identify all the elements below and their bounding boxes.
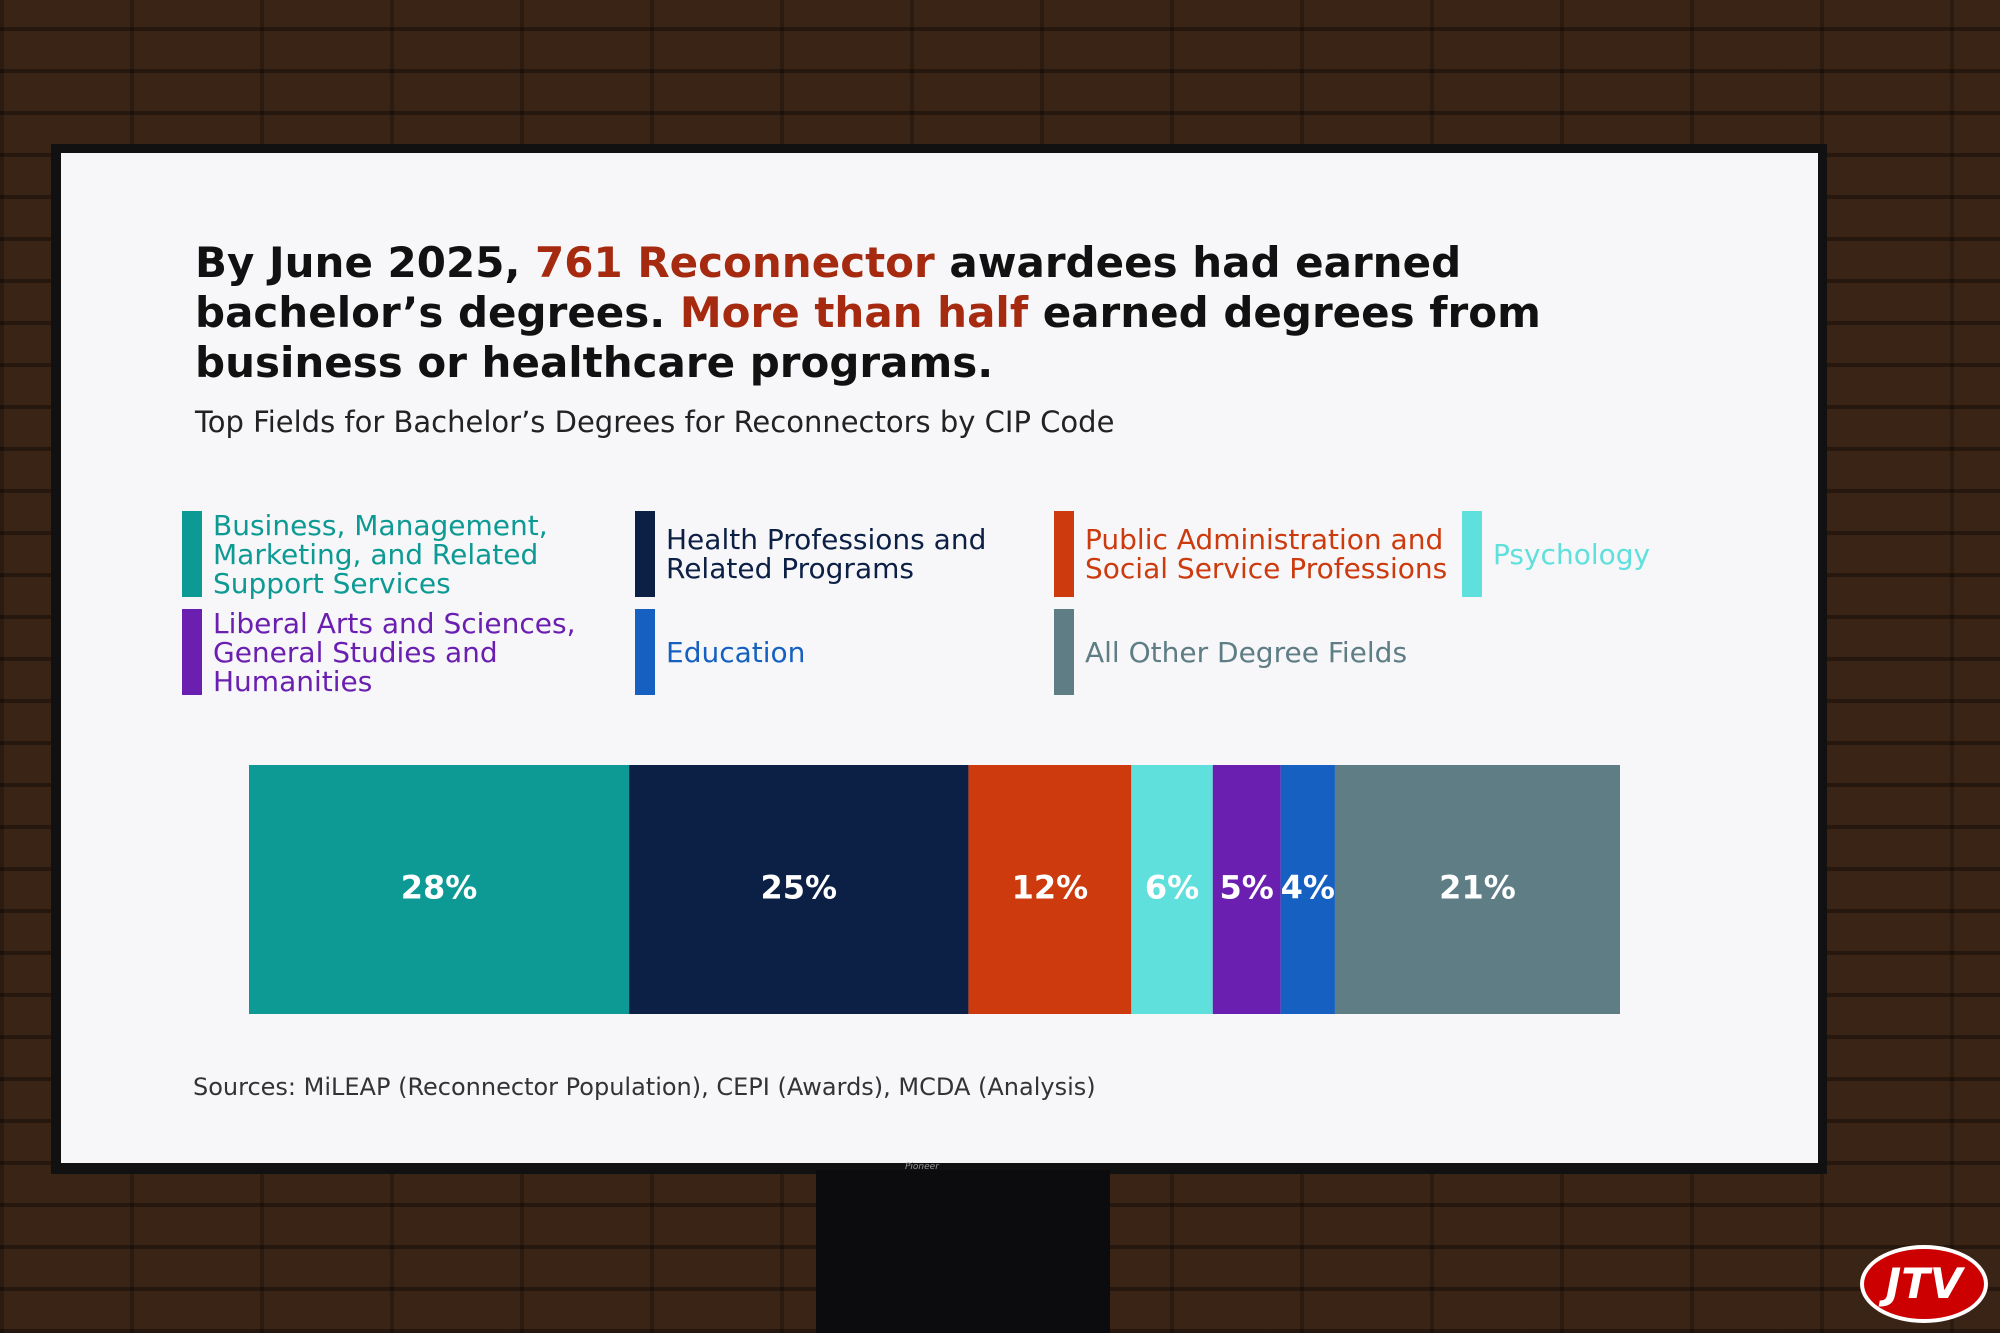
tv-stand: [816, 1170, 1110, 1333]
legend-label: All Other Degree Fields: [1085, 635, 1408, 669]
data-label: 21%: [1439, 869, 1516, 907]
legend-label: Liberal Arts and Sciences, General Studi…: [213, 606, 576, 698]
legend-swatch: [1054, 511, 1074, 597]
legend-swatch: [1054, 609, 1074, 695]
bar-segment: [968, 765, 1132, 1014]
bar-segment: [629, 765, 969, 1014]
legend-item: Business, Management, Marketing, and Rel…: [182, 505, 635, 603]
legend-item: Education: [635, 603, 1054, 701]
legend-swatch: [635, 511, 655, 597]
legend-swatch: [635, 609, 655, 695]
legend-item: Public Administration and Social Service…: [1054, 505, 1462, 603]
legend-swatch: [182, 609, 202, 695]
title-part: More than half: [679, 288, 1029, 337]
bar-segment: [249, 765, 630, 1014]
data-label: 12%: [1012, 869, 1089, 907]
title-part: awardees had earned bachelor’s degrees.: [195, 238, 1462, 337]
chart-title: By June 2025, 761 Reconnector awardees h…: [195, 238, 1685, 388]
bar-segment: [1212, 765, 1281, 1014]
title-part: earned degrees from business or healthca…: [195, 288, 1541, 387]
legend-swatch: [182, 511, 202, 597]
legend-label: Business, Management, Marketing, and Rel…: [213, 508, 548, 600]
legend-label: Public Administration and Social Service…: [1085, 523, 1448, 585]
bar-segment: [1280, 765, 1335, 1014]
legend-label: Psychology: [1493, 537, 1651, 571]
legend-label: Health Professions and Related Programs: [666, 523, 987, 585]
data-label: 6%: [1145, 869, 1199, 907]
legend-item: Health Professions and Related Programs: [635, 505, 1054, 603]
source-note: Sources: MiLEAP (Reconnector Population)…: [193, 1073, 1096, 1101]
data-label: 4%: [1281, 869, 1335, 907]
legend-swatch: [1462, 511, 1482, 597]
legend-item: Psychology: [1462, 505, 1782, 603]
data-label: 28%: [401, 869, 478, 907]
data-label: 25%: [760, 869, 837, 907]
legend-item: Liberal Arts and Sciences, General Studi…: [182, 603, 635, 701]
watermark: JTV: [1860, 1245, 1988, 1323]
legend-item: All Other Degree Fields: [1054, 603, 1462, 701]
title-part: By June 2025,: [195, 238, 536, 287]
bar-segment: [1334, 765, 1620, 1014]
title-part: 761 Reconnector: [535, 238, 935, 287]
data-label: 5%: [1220, 869, 1274, 907]
chart-subtitle: Top Fields for Bachelor’s Degrees for Re…: [195, 405, 1115, 439]
legend-label: Education: [666, 635, 806, 669]
legend: Business, Management, Marketing, and Rel…: [182, 505, 1782, 701]
tv-brand: Pioneer: [905, 1162, 939, 1172]
bar-segment: [1131, 765, 1213, 1014]
